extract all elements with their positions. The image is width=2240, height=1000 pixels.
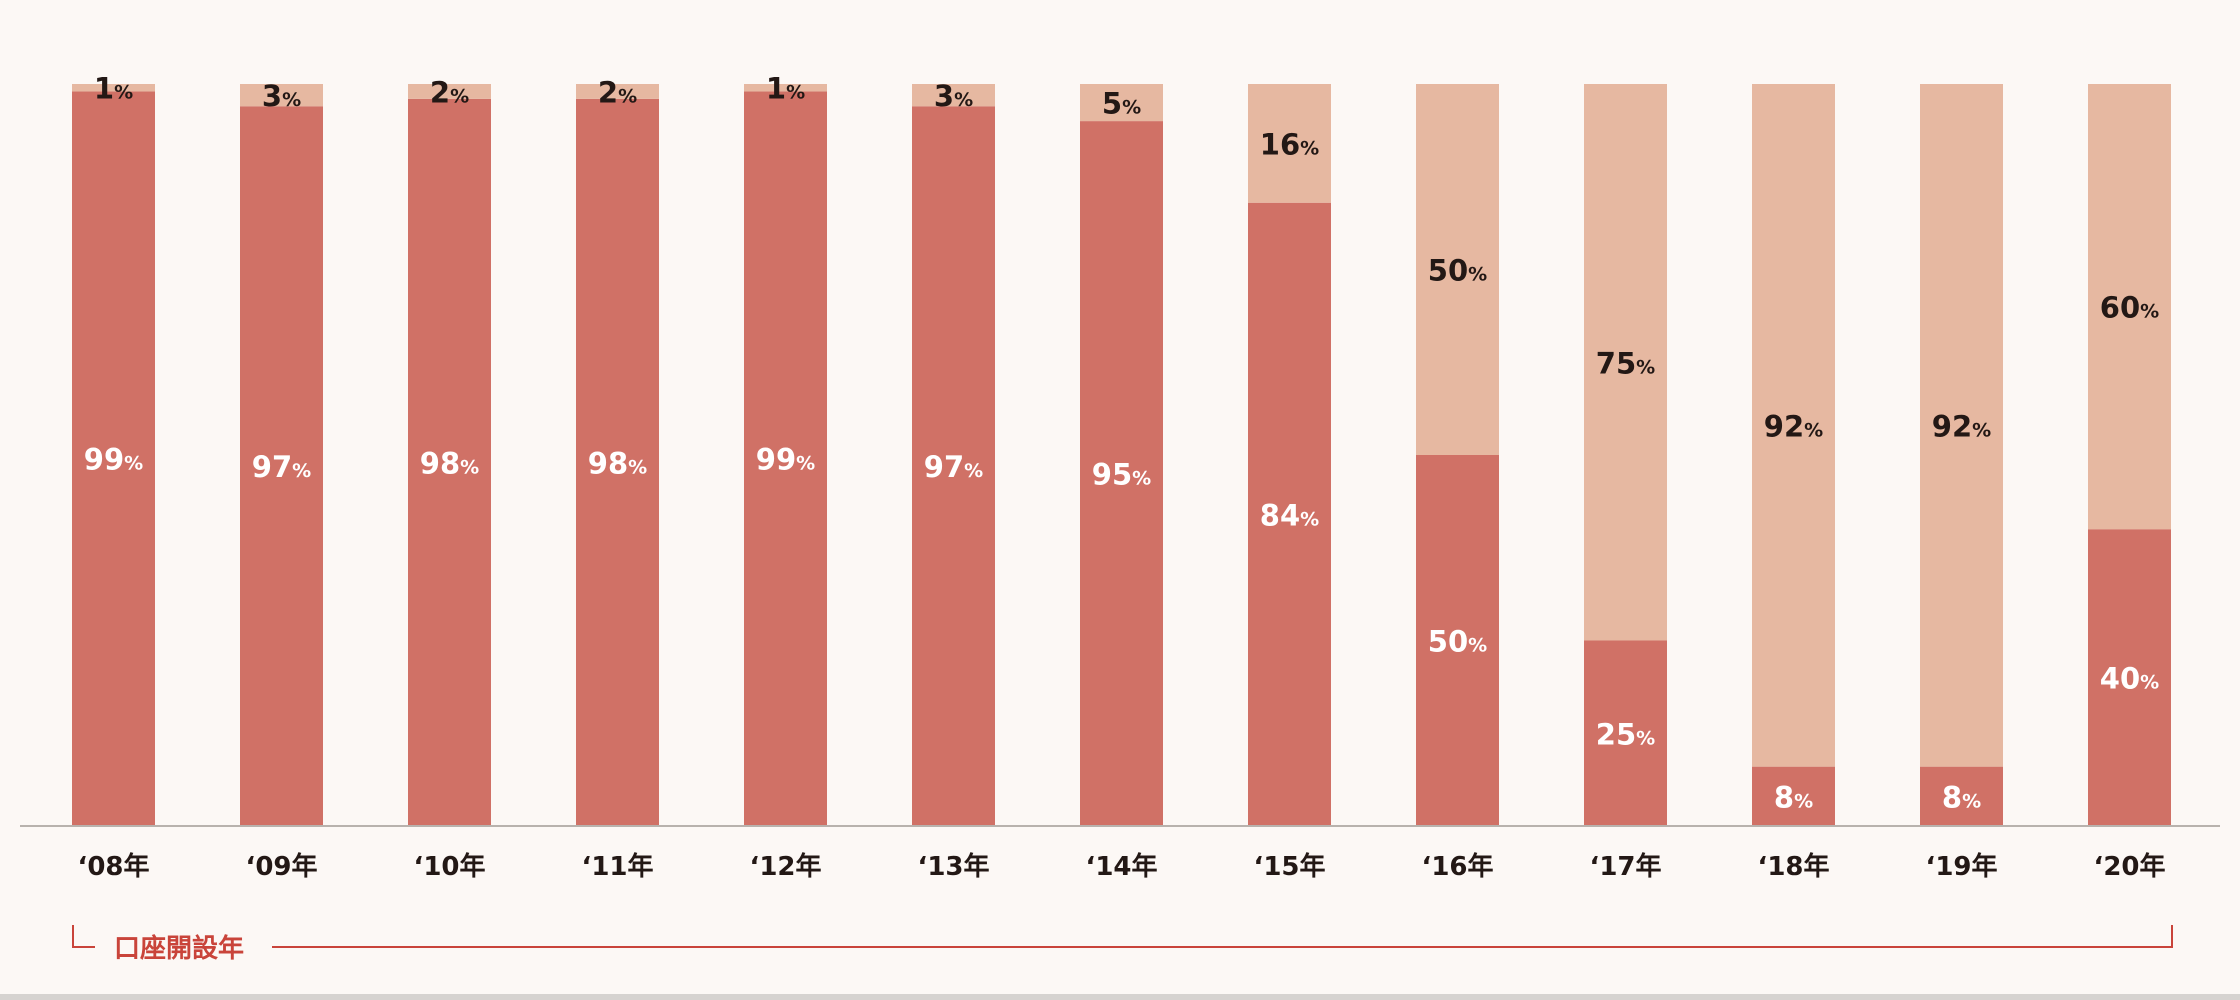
- data-label: 50%: [1428, 254, 1487, 288]
- bar-segment: [1248, 84, 1331, 203]
- x-tick-label: ‘08年: [77, 851, 149, 882]
- bar-segment: [744, 91, 827, 827]
- x-tick-label: ‘14年: [1085, 851, 1157, 882]
- value-labels-layer: 99% 1% 97% 3% 98% 2% 98% 2% 99% 1% 97% 3% 95% 5% 84% 16…: [84, 72, 2159, 815]
- data-label: 98%: [588, 446, 647, 480]
- data-label: 60%: [2100, 291, 2159, 325]
- data-label: 40%: [2100, 662, 2159, 696]
- data-label: 1%: [766, 72, 805, 106]
- bar-segment: [576, 98, 659, 827]
- x-tick-label: ‘20年: [2093, 851, 2165, 882]
- x-tick-label: ‘17年: [1589, 851, 1661, 882]
- data-label: 92%: [1932, 409, 1991, 443]
- bar-segment: [912, 84, 995, 107]
- data-label: 95%: [1092, 458, 1151, 492]
- bar-segment: [2088, 529, 2171, 826]
- bottom-border: [0, 994, 2240, 1000]
- bar-segment: [1416, 455, 1499, 826]
- data-label: 3%: [262, 79, 301, 113]
- bar-segment: [1080, 84, 1163, 122]
- x-tick-label: ‘15年: [1253, 851, 1325, 882]
- x-tick-label: ‘13年: [917, 851, 989, 882]
- bar-segment: [576, 84, 659, 99]
- bar-segment: [408, 84, 491, 99]
- data-label: 75%: [1596, 346, 1655, 380]
- bar-segment: [1752, 84, 1835, 767]
- bars-layer: [72, 84, 2171, 827]
- data-label: 97%: [252, 450, 311, 484]
- x-tick-label: ‘09年: [245, 851, 317, 882]
- bar-segment: [1080, 121, 1163, 827]
- x-axis-label: 口座開設年: [114, 933, 244, 964]
- bar-segment: [1248, 202, 1331, 827]
- data-label: 2%: [430, 75, 469, 109]
- bar-segment: [408, 98, 491, 827]
- data-label: 3%: [934, 79, 973, 113]
- bar-segment: [744, 84, 827, 92]
- data-label: 50%: [1428, 625, 1487, 659]
- x-tick-label: ‘11年: [581, 851, 653, 882]
- bar-segment: [1920, 84, 2003, 767]
- data-label: 25%: [1596, 717, 1655, 751]
- data-label: 8%: [1774, 780, 1813, 814]
- data-label: 1%: [94, 72, 133, 106]
- bar-segment: [912, 106, 995, 826]
- x-tick-label: ‘16年: [1421, 851, 1493, 882]
- data-label: 84%: [1260, 498, 1319, 532]
- bar-segment: [1416, 84, 1499, 455]
- data-label: 99%: [756, 443, 815, 477]
- data-label: 92%: [1764, 409, 1823, 443]
- bar-segment: [1584, 84, 1667, 641]
- bar-segment: [240, 84, 323, 107]
- data-label: 5%: [1102, 87, 1141, 121]
- data-label: 99%: [84, 443, 143, 477]
- bar-segment: [240, 106, 323, 826]
- x-tick-label: ‘12年: [749, 851, 821, 882]
- axis-bracket-right: [272, 925, 2173, 948]
- bar-segment: [72, 91, 155, 827]
- data-label: 97%: [924, 450, 983, 484]
- x-axis-label-group: 口座開設年: [72, 925, 2173, 964]
- data-label: 8%: [1942, 780, 1981, 814]
- bar-segment: [1920, 766, 2003, 826]
- x-axis-tick-labels: ‘08年 ‘09年 ‘10年 ‘11年 ‘12年 ‘13年 ‘14年 ‘15年 ‘16年 ‘17年…: [77, 851, 2165, 882]
- bar-segment: [1584, 640, 1667, 826]
- data-label: 16%: [1260, 127, 1319, 161]
- bar-segment: [72, 84, 155, 92]
- x-tick-label: ‘10年: [413, 851, 485, 882]
- data-label: 2%: [598, 75, 637, 109]
- bar-segment: [2088, 84, 2171, 530]
- bar-segment: [1752, 766, 1835, 826]
- data-label: 98%: [420, 446, 479, 480]
- x-tick-label: ‘18年: [1757, 851, 1829, 882]
- x-tick-label: ‘19年: [1925, 851, 1997, 882]
- axis-bracket-left: [72, 925, 95, 948]
